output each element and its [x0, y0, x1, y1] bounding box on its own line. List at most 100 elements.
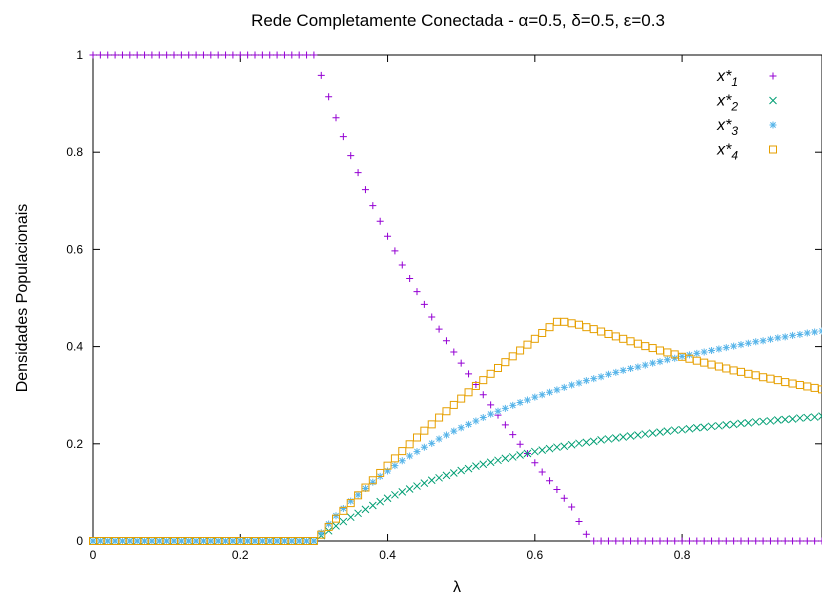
data-point [811, 328, 819, 336]
data-point [472, 462, 480, 471]
data-point [207, 51, 215, 59]
data-point [663, 356, 671, 364]
data-point [398, 488, 407, 496]
data-point [96, 537, 104, 545]
data-point [207, 537, 215, 545]
data-point [251, 51, 259, 59]
data-point [214, 51, 222, 59]
data-point [428, 439, 436, 447]
data-point [405, 485, 414, 493]
data-point [449, 400, 458, 409]
data-point [346, 513, 355, 522]
data-point [649, 359, 657, 367]
data-point [457, 424, 465, 432]
legend-marker [769, 121, 777, 129]
data-point [229, 51, 237, 59]
data-point [509, 431, 517, 439]
series-1 [89, 51, 822, 545]
data-point [744, 369, 753, 378]
y-tick-label: 0 [76, 534, 83, 548]
legend-label-base: x* [716, 117, 732, 134]
data-point [148, 51, 156, 59]
series-layer [89, 51, 822, 545]
data-point [177, 51, 185, 59]
data-point [104, 537, 112, 545]
data-point [398, 457, 406, 465]
data-point [604, 370, 612, 378]
data-point [678, 537, 686, 545]
data-point [332, 114, 340, 122]
data-point [759, 537, 767, 545]
data-point [648, 429, 657, 437]
data-point [494, 456, 502, 465]
axis-ticks [92, 54, 822, 542]
x-tick-label: 0.4 [379, 548, 396, 562]
data-point [530, 334, 539, 343]
data-point [818, 537, 822, 545]
data-point [803, 329, 811, 337]
data-point [634, 431, 642, 439]
data-point [531, 459, 539, 467]
data-point [590, 537, 598, 545]
data-point [627, 537, 635, 545]
data-point [420, 300, 428, 308]
plot-frame [92, 54, 822, 542]
data-point [435, 413, 444, 422]
y-tick-label: 0.8 [66, 145, 83, 159]
data-point [347, 497, 355, 505]
data-point [722, 364, 731, 373]
data-point [789, 331, 797, 339]
data-point [332, 512, 340, 520]
data-point [457, 466, 466, 475]
data-point [236, 51, 244, 59]
data-point [781, 333, 789, 341]
data-point [376, 497, 385, 506]
data-point [789, 537, 797, 545]
data-point [560, 442, 569, 451]
data-point [170, 537, 178, 545]
data-point [774, 537, 782, 545]
data-point [479, 460, 488, 469]
data-point [465, 420, 473, 428]
data-point [199, 51, 207, 59]
data-point [244, 51, 252, 59]
data-point [508, 453, 517, 461]
x-tick-label: 0.2 [232, 548, 249, 562]
data-point [693, 537, 701, 545]
data-point [185, 537, 193, 545]
data-point [295, 537, 303, 545]
data-point [339, 504, 347, 512]
data-point [818, 412, 822, 420]
data-point [700, 423, 709, 432]
data-point [126, 537, 134, 545]
data-point [516, 440, 524, 448]
data-point [317, 71, 325, 79]
data-point [222, 51, 230, 59]
data-point [678, 352, 686, 360]
data-point [346, 499, 355, 508]
data-point [391, 462, 399, 470]
data-point [391, 490, 399, 499]
data-point [722, 537, 730, 545]
y-tick-label: 0.2 [66, 437, 83, 451]
series-3 [89, 327, 822, 545]
data-point [604, 329, 613, 338]
legend-label-subscript: 3 [731, 124, 738, 138]
data-point [325, 93, 333, 101]
data-point [141, 51, 149, 59]
data-point [309, 537, 318, 545]
data-point [663, 348, 672, 357]
data-point [730, 537, 738, 545]
data-point [729, 366, 738, 375]
data-point [538, 391, 546, 399]
data-point [714, 362, 723, 371]
data-point [325, 520, 333, 528]
data-point [582, 377, 590, 385]
data-point [89, 537, 97, 545]
data-point [611, 434, 620, 442]
data-point [177, 537, 185, 545]
data-point [766, 335, 774, 343]
chart-title: Rede Completamente Conectada - α=0.5, δ=… [251, 11, 665, 30]
data-point [420, 443, 428, 451]
y-tick-label: 0.4 [66, 340, 83, 354]
